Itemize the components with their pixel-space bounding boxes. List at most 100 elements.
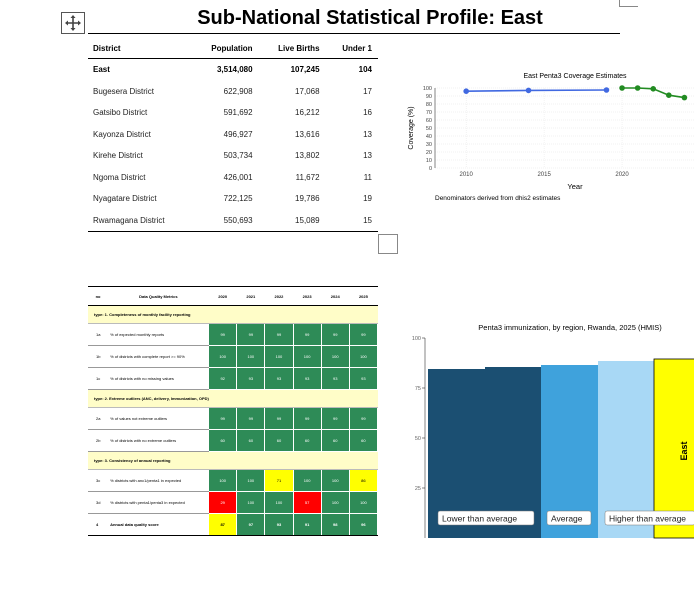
pop-col-header: Population xyxy=(191,38,259,59)
bar xyxy=(598,361,655,538)
table-row: Rwamagana District 550,693 15,089 15 xyxy=(88,209,378,232)
table-cell: 17 xyxy=(363,86,372,96)
table-cell: 550,693 xyxy=(191,209,259,232)
score-cell: 100 xyxy=(320,491,350,514)
score-cell: 60 xyxy=(348,429,379,452)
score-cell: 99 xyxy=(264,323,294,346)
pop-col-header: District xyxy=(88,38,192,59)
table-cell: 15,089 xyxy=(258,209,326,232)
y-tick-label: 10 xyxy=(426,158,432,164)
score-cell: 96 xyxy=(348,513,379,536)
score-cell: 57 xyxy=(292,491,322,514)
table-cell: 13 xyxy=(363,151,372,161)
metric-number: 4 xyxy=(88,513,109,536)
bar xyxy=(653,358,694,539)
table-row: 1a% of expected monthly reports 99 99 99 99 9… xyxy=(88,323,379,346)
score-cell: 99 xyxy=(348,407,379,430)
table-row: 2a% of values not extreme outliers 99 99 99… xyxy=(88,407,379,430)
x-tick-label: 2010 xyxy=(459,172,473,178)
table-row: 3d% districts with penta1/penta3 in expe… xyxy=(88,491,379,514)
score-cell: 60 xyxy=(236,429,266,452)
pop-col-header: Under 1 xyxy=(325,38,378,59)
score-cell: 87 xyxy=(208,513,238,536)
data-point xyxy=(681,94,688,101)
population-table: District Population Live Births Under 1 Eas… xyxy=(88,38,378,232)
y-tick-label: 40 xyxy=(426,134,432,140)
table-cell: 3,514,080 xyxy=(216,65,253,75)
table-cell: 622,908 xyxy=(223,86,253,96)
score-cell: 98 xyxy=(320,513,350,536)
table-row: Ngoma District 426,001 11,672 11 xyxy=(88,167,378,189)
resize-handle[interactable] xyxy=(378,234,398,254)
y-tick-label: 100 xyxy=(423,86,432,92)
x-tick-label: 2020 xyxy=(615,172,629,178)
y-tick-label: 50 xyxy=(415,436,421,442)
table-cell: Bugesera District xyxy=(93,86,154,96)
data-point xyxy=(603,87,610,93)
score-cell: 60 xyxy=(292,429,322,452)
data-point xyxy=(634,85,641,91)
y-tick-label: 80 xyxy=(426,102,432,108)
score-cell: 99 xyxy=(264,407,294,430)
y-tick-label: 50 xyxy=(426,126,432,132)
bar xyxy=(485,367,542,538)
y-tick-label: 75 xyxy=(415,386,421,392)
metric-number: 3c xyxy=(88,469,109,492)
pop-col-header: Live Births xyxy=(258,38,326,59)
table-cell: 503,734 xyxy=(223,151,253,161)
chart-title: East Penta3 Coverage Estimates xyxy=(523,73,627,80)
x-axis-label: Year xyxy=(567,182,583,191)
section-row: type: 2. Extreme outliers (ANC, delivery… xyxy=(88,389,378,408)
score-cell: 93 xyxy=(264,513,294,536)
table-cell: 17,068 xyxy=(295,86,320,96)
metric-label: % of values not extreme outliers xyxy=(108,407,209,430)
y-axis-label: Coverage (%) xyxy=(408,106,415,149)
score-cell: 71 xyxy=(264,469,294,492)
metric-number: 1c xyxy=(88,367,109,390)
table-row: 2b% of districts with no extreme outlier… xyxy=(88,429,379,452)
table-row: Bugesera District 622,908 17,068 17 xyxy=(88,81,378,103)
dq-col-header: no xyxy=(88,286,109,306)
title-rule xyxy=(88,33,620,34)
series-line-0 xyxy=(466,89,607,92)
chart-caption: Denominators derived from dhis2 estimate… xyxy=(435,195,561,202)
metric-label: % of expected monthly reports xyxy=(108,323,209,346)
score-cell: 100 xyxy=(320,469,350,492)
move-handle-icon[interactable] xyxy=(61,12,85,34)
dq-col-header: 2023 xyxy=(293,286,322,306)
score-cell: 60 xyxy=(264,429,294,452)
coverage-line-chart: East Penta3 Coverage Estimates 0 10 20 30 40 5… xyxy=(408,73,694,202)
score-cell: 100 xyxy=(236,469,266,492)
data-point xyxy=(666,92,672,98)
table-cell: 16,212 xyxy=(295,108,320,118)
section-title: type: 3. Consistency of annual reporting xyxy=(88,451,378,470)
y-tick-label: 90 xyxy=(426,94,432,100)
score-cell: 93 xyxy=(348,367,379,390)
table-cell: 11 xyxy=(363,172,372,182)
legend-box xyxy=(604,510,694,526)
x-tick-label: 2015 xyxy=(537,172,551,178)
table-row: 4 Annual data quality score 87 97 93 91 98 96 xyxy=(88,513,379,536)
score-cell: 100 xyxy=(236,345,266,368)
table-row: Gatsibo District 591,692 16,212 16 xyxy=(88,102,378,124)
table-cell: 722,125 xyxy=(223,194,253,204)
table-row: East 3,514,080 107,245 104 xyxy=(88,59,378,81)
page-title: Sub-National Statistical Profile: East xyxy=(197,7,543,29)
table-cell: Rwamagana District xyxy=(88,209,192,232)
data-point xyxy=(619,85,625,91)
legend-box xyxy=(437,510,535,526)
table-cell: Gatsibo District xyxy=(93,108,148,118)
dq-col-header: Data Quality Metrics xyxy=(108,286,209,306)
population-table-header: District Population Live Births Under 1 xyxy=(88,38,378,59)
score-cell: 99 xyxy=(208,407,238,430)
data-point xyxy=(525,87,532,94)
table-row: Kirehe District 503,734 13,802 13 xyxy=(88,145,378,167)
metric-label: % of districts with no missing values xyxy=(108,367,209,390)
score-cell: 60 xyxy=(320,429,350,452)
score-cell: 92 xyxy=(208,367,238,390)
table-cell: Kayonza District xyxy=(93,129,151,139)
score-cell: 93 xyxy=(292,367,322,390)
score-cell: 99 xyxy=(348,323,379,346)
table-cell: 13,616 xyxy=(295,129,320,139)
y-tick-label: 0 xyxy=(429,166,432,172)
